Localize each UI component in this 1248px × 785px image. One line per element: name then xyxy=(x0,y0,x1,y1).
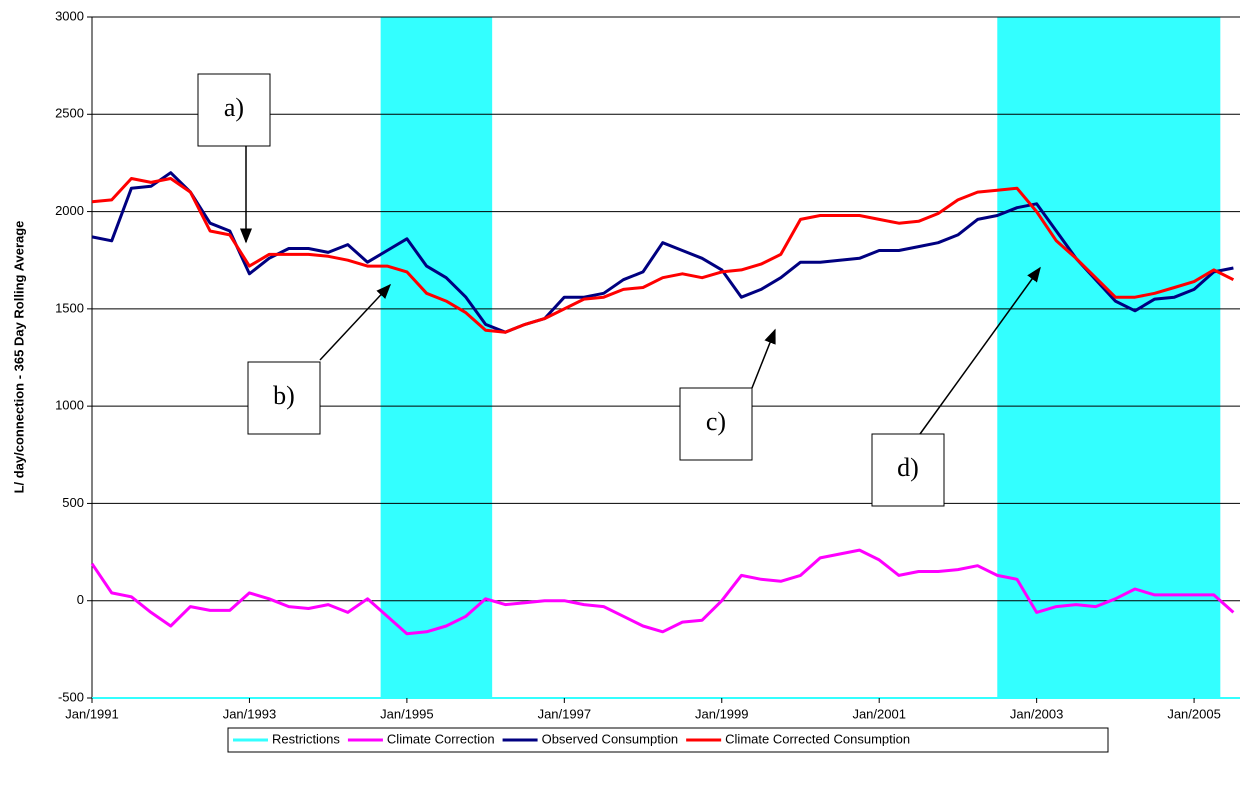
x-tick-label: Jan/2005 xyxy=(1167,706,1221,721)
x-tick-label: Jan/2001 xyxy=(852,706,906,721)
restriction-band xyxy=(380,17,493,698)
annotation-box xyxy=(197,73,271,147)
legend-label: Restrictions xyxy=(272,731,340,746)
legend-label: Observed Consumption xyxy=(542,731,679,746)
x-tick-label: Jan/1991 xyxy=(65,706,119,721)
y-tick-label: 1500 xyxy=(55,300,84,315)
y-tick-label: -500 xyxy=(58,689,84,704)
y-axis-label: L/ day/connection - 365 Day Rolling Aver… xyxy=(11,221,26,494)
x-tick-label: Jan/2003 xyxy=(1010,706,1064,721)
legend-label: Climate Correction xyxy=(387,731,495,746)
annotation-label: b) xyxy=(273,381,295,410)
annotation-arrow xyxy=(919,266,1041,435)
series-line xyxy=(91,171,1234,334)
annotation-label: d) xyxy=(897,453,919,482)
x-tick-label: Jan/1993 xyxy=(223,706,277,721)
y-tick-label: 3000 xyxy=(55,8,84,23)
y-tick-label: 2000 xyxy=(55,203,84,218)
x-tick-label: Jan/1995 xyxy=(380,706,434,721)
annotation-box xyxy=(247,361,321,435)
series-line xyxy=(91,177,1235,334)
annotation-box xyxy=(871,433,945,507)
y-tick-label: 500 xyxy=(62,495,84,510)
annotation-label: c) xyxy=(706,407,726,436)
y-tick-label: 2500 xyxy=(55,106,84,121)
x-tick-label: Jan/1997 xyxy=(538,706,592,721)
annotation-arrow xyxy=(751,328,776,389)
restriction-band xyxy=(997,17,1221,698)
x-tick-label: Jan/1999 xyxy=(695,706,749,721)
y-tick-label: 0 xyxy=(77,592,84,607)
legend-label: Climate Corrected Consumption xyxy=(725,731,910,746)
annotation-arrow xyxy=(319,283,392,361)
series-line xyxy=(90,548,1235,636)
y-tick-label: 1000 xyxy=(55,398,84,413)
annotation-box xyxy=(679,387,753,461)
annotation-label: a) xyxy=(224,93,244,122)
